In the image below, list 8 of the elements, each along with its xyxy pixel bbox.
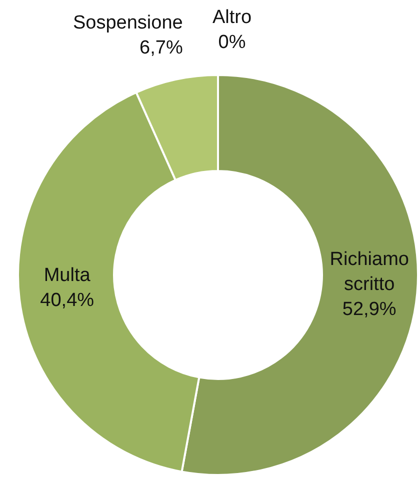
slice-label: Multa [44,265,91,286]
slice-label: Sospensione [72,12,183,34]
slice-label: Richiamo scritto [330,248,409,295]
data-label: 6,7% [140,37,183,58]
data-label: 40,4% [40,290,94,312]
category-label: Altro [212,7,252,28]
text: 0% [218,32,246,53]
data-label: 52,9% [342,298,396,320]
